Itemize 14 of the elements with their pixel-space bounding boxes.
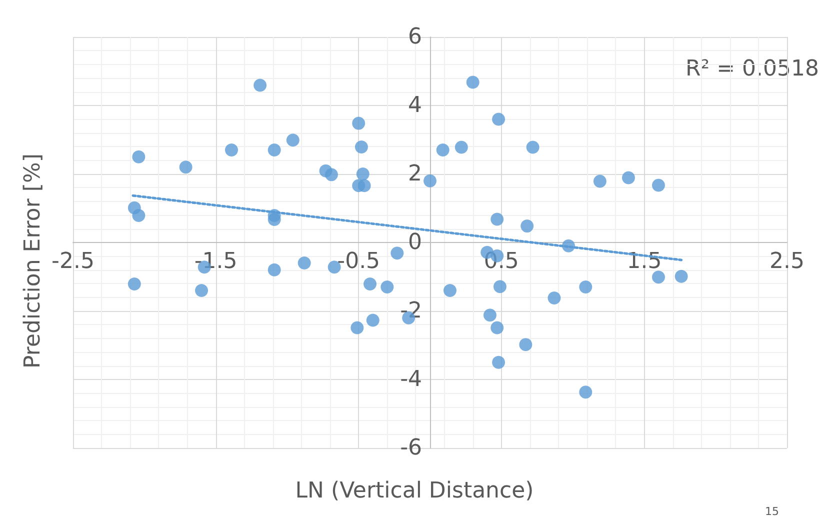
y-tick-label: 4 (408, 93, 422, 118)
y-axis-title: Prediction Error [%] (20, 154, 46, 368)
x-tick-label: -2.5 (52, 249, 94, 274)
y-tick-label: 0 (408, 230, 422, 255)
y-tick-label: -4 (400, 367, 422, 392)
y-tick-label: -6 (400, 436, 422, 460)
x-tick-label: 0.5 (484, 249, 519, 274)
x-tick-label: 2.5 (770, 249, 804, 274)
x-tick-label: -1.5 (194, 249, 238, 274)
y-tick-label: 6 (408, 24, 422, 50)
y-tick-label: 2 (408, 162, 422, 186)
text: 15 (765, 505, 780, 518)
x-tick-label: -0.5 (337, 249, 380, 274)
x-axis-title: LN (Vertical Distance) (295, 478, 534, 504)
